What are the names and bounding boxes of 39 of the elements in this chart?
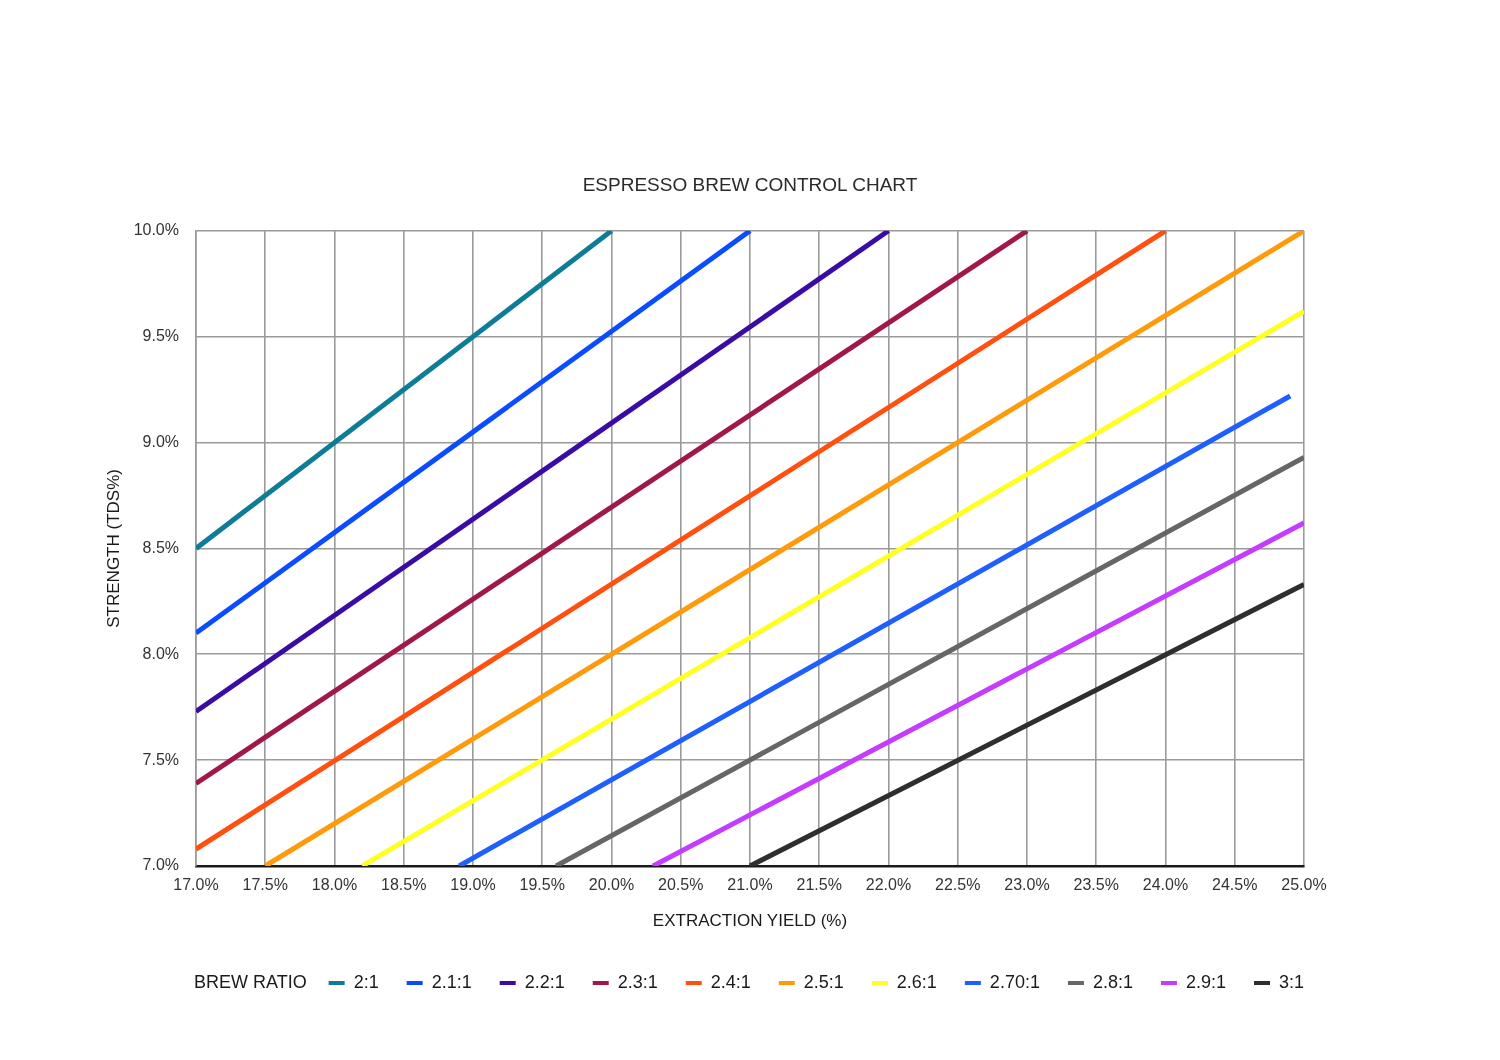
y-tick-label: 9.5% <box>142 327 179 345</box>
legend-title: BREW RATIO <box>193 971 307 992</box>
y-tick-label: 9.0% <box>142 432 179 450</box>
x-tick-label: 25.0% <box>1281 876 1327 894</box>
legend-label: 2.4:1 <box>710 971 751 992</box>
legend-label: 2.5:1 <box>803 971 844 992</box>
legend-label: 2.1:1 <box>431 971 472 992</box>
y-tick-label: 7.5% <box>142 750 179 768</box>
y-tick-label: 8.0% <box>142 644 179 662</box>
y-axis-title: STRENGTH (TDS%) <box>103 469 123 628</box>
x-axis-title: EXTRACTION YIELD (%) <box>652 911 848 931</box>
x-tick-label: 21.0% <box>727 876 773 894</box>
x-tick-label: 21.5% <box>796 876 842 894</box>
legend-label: 2.3:1 <box>617 971 658 992</box>
y-tick-label: 7.0% <box>142 856 179 874</box>
legend-label: 2.70:1 <box>989 971 1040 992</box>
x-tick-label: 17.5% <box>242 876 288 894</box>
x-tick-label: 23.5% <box>1073 876 1119 894</box>
y-tick-label: 8.5% <box>142 538 179 556</box>
x-tick-label: 22.5% <box>935 876 981 894</box>
legend-label: 2.8:1 <box>1092 971 1133 992</box>
x-tick-label: 17.0% <box>173 876 219 894</box>
x-tick-label: 22.0% <box>865 876 912 894</box>
x-tick-label: 24.0% <box>1142 876 1189 894</box>
x-tick-label: 23.0% <box>1004 876 1050 894</box>
legend-label: 2.9:1 <box>1185 971 1226 992</box>
x-tick-label: 20.5% <box>658 876 704 894</box>
x-tick-label: 24.5% <box>1212 876 1258 894</box>
x-tick-label: 18.0% <box>311 876 358 894</box>
legend-label: 2.2:1 <box>524 971 565 992</box>
x-tick-label: 19.5% <box>519 876 565 894</box>
legend-label: 2:1 <box>353 971 379 992</box>
legend-label: 2.6:1 <box>896 971 937 992</box>
x-tick-label: 20.0% <box>588 876 635 894</box>
x-tick-label: 18.5% <box>381 876 427 894</box>
x-tick-label: 19.0% <box>450 876 496 894</box>
chart-title: ESPRESSO BREW CONTROL CHART <box>582 173 918 195</box>
legend-label: 3:1 <box>1278 971 1305 992</box>
y-tick-label: 10.0% <box>133 221 179 239</box>
